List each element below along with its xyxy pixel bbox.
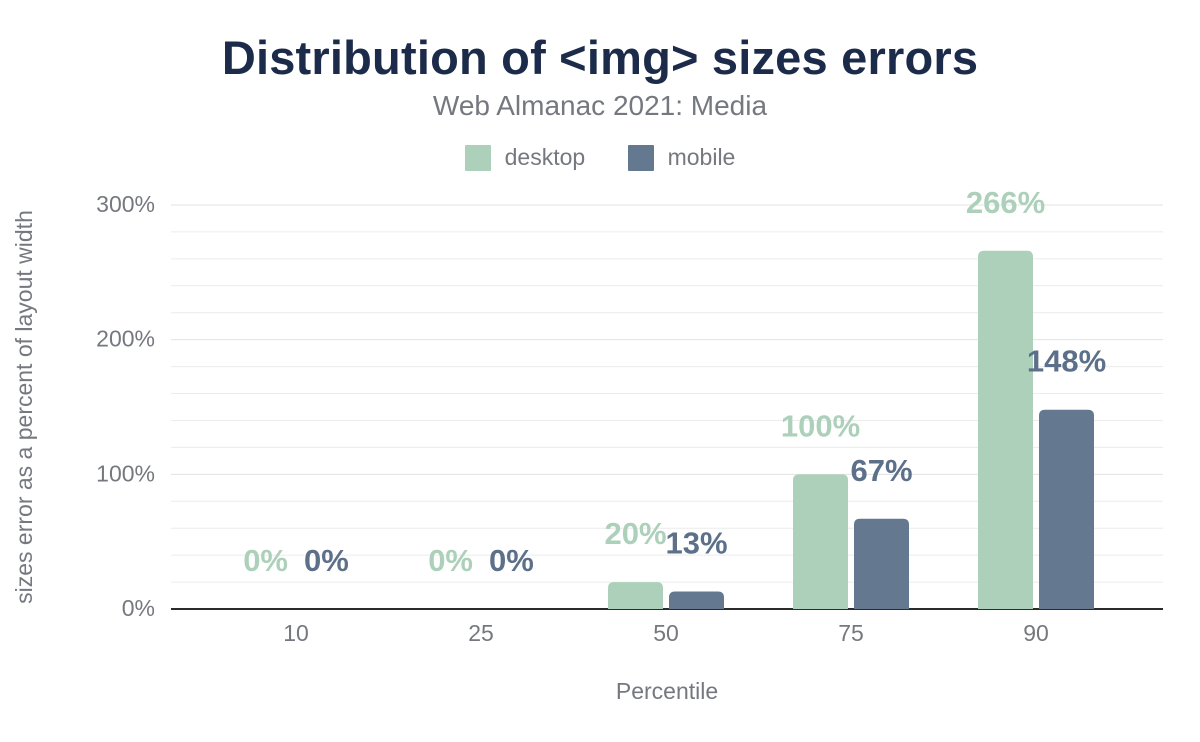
svg-text:0%: 0% (428, 543, 473, 578)
svg-text:0%: 0% (122, 595, 155, 621)
svg-text:67%: 67% (850, 453, 912, 488)
svg-text:148%: 148% (1027, 344, 1106, 379)
svg-text:266%: 266% (966, 185, 1045, 220)
svg-text:100%: 100% (96, 460, 155, 486)
svg-text:50: 50 (653, 620, 679, 646)
svg-text:sizes error as a percent of la: sizes error as a percent of layout width (11, 210, 37, 604)
svg-text:100%: 100% (781, 408, 860, 443)
svg-text:10: 10 (283, 620, 309, 646)
svg-text:0%: 0% (304, 543, 349, 578)
svg-text:90: 90 (1023, 620, 1049, 646)
svg-text:Percentile: Percentile (616, 678, 718, 704)
svg-text:200%: 200% (96, 326, 155, 352)
svg-text:0%: 0% (243, 543, 288, 578)
svg-text:0%: 0% (489, 543, 534, 578)
svg-text:75: 75 (838, 620, 864, 646)
svg-text:13%: 13% (665, 525, 727, 560)
svg-text:25: 25 (468, 620, 494, 646)
svg-text:300%: 300% (96, 191, 155, 217)
svg-text:20%: 20% (604, 516, 666, 551)
